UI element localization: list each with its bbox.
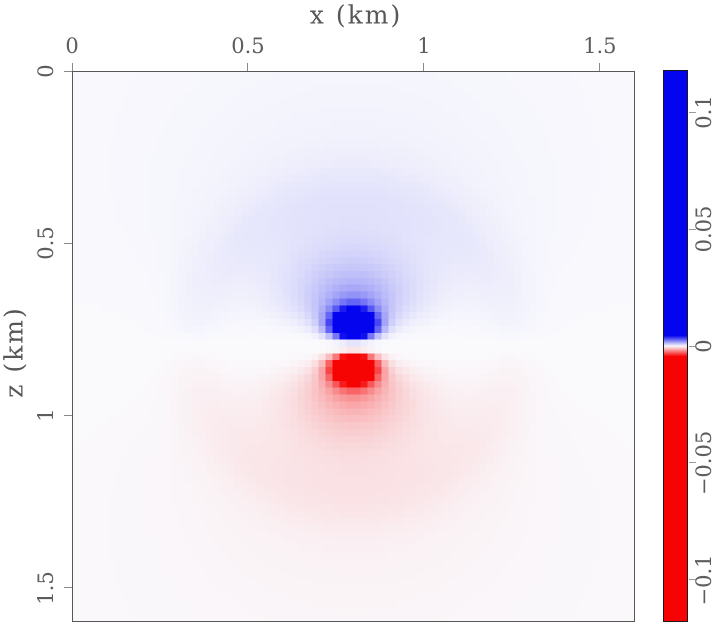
x-axis-tick-label: 0	[65, 34, 79, 58]
colorbar-tick-label: −0.1	[692, 554, 716, 606]
x-axis-tick	[247, 63, 249, 71]
x-axis-tick	[599, 63, 601, 71]
colorbar-tick-label: −0.05	[692, 430, 716, 496]
z-axis-tick	[64, 587, 72, 589]
x-axis-title: x (km)	[309, 0, 403, 30]
colorbar-tick-label: 0	[692, 339, 716, 353]
z-axis-tick-label: 1	[34, 408, 58, 423]
colorbar-tick	[689, 462, 696, 464]
colorbar-tick-label: 0.1	[692, 95, 716, 129]
z-axis-tick-label: 0	[34, 64, 58, 78]
colorbar	[663, 70, 688, 622]
z-axis-tick	[64, 70, 72, 72]
z-axis-title: z (km)	[0, 306, 29, 398]
colorbar-tick	[689, 228, 696, 230]
colorbar-tick	[689, 345, 696, 347]
heatmap-canvas	[73, 72, 634, 621]
colorbar-tick	[689, 579, 696, 581]
colorbar-canvas	[664, 71, 687, 621]
colorbar-tick-label: 0.05	[692, 205, 716, 253]
plot-area	[72, 71, 635, 622]
x-axis-tick	[423, 63, 425, 71]
x-axis-tick-label: 1.5	[583, 34, 617, 58]
z-axis-tick	[64, 414, 72, 416]
z-axis-tick	[64, 242, 72, 244]
colorbar-tick	[689, 111, 696, 113]
z-axis-tick-label: 1.5	[34, 570, 58, 605]
z-axis-tick-label: 0.5	[34, 226, 58, 260]
x-axis-tick	[71, 63, 73, 71]
x-axis-tick-label: 0.5	[231, 34, 265, 58]
x-axis-tick-label: 1	[417, 34, 431, 58]
